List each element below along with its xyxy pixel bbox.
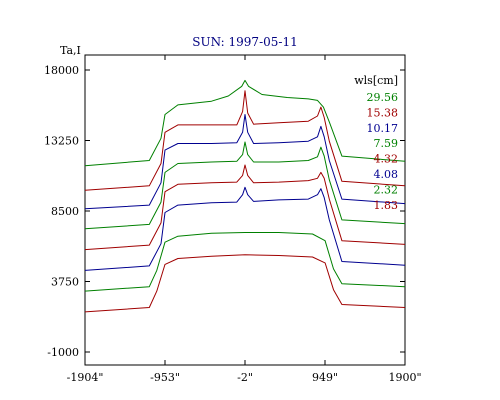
series-line-29-56 <box>84 79 406 167</box>
x-tick-label: 949" <box>312 371 338 384</box>
x-tick-label: -2" <box>237 371 253 384</box>
legend-entry: 10.17 <box>367 122 399 135</box>
series-line-1-83 <box>84 254 406 313</box>
legend-entry: 1.83 <box>374 199 399 212</box>
x-axis-ticks: -1904" -953" -2" 949" 1900" <box>67 55 422 384</box>
series-line-4-08 <box>84 186 406 271</box>
y-tick-label: 3750 <box>51 276 79 289</box>
legend-entry: 29.56 <box>367 91 399 104</box>
y-axis-ticks: 18000 13250 8500 3750 -1000 <box>44 64 405 359</box>
series-line-4-32 <box>84 164 406 251</box>
series-lines <box>84 79 406 313</box>
legend-entry: 4.32 <box>374 153 399 166</box>
x-tick-label: 1900" <box>388 371 421 384</box>
x-tick-label: -953" <box>150 371 180 384</box>
legend: 29.56 15.38 10.17 7.59 4.32 4.08 2.32 1.83 <box>367 91 399 212</box>
legend-entry: 4.08 <box>374 168 399 181</box>
series-line-2-32 <box>84 232 406 292</box>
series-line-15-38 <box>84 90 406 191</box>
plot-frame <box>84 54 406 366</box>
legend-title: wls[cm] <box>354 74 398 87</box>
series-line-7-59 <box>84 141 406 230</box>
legend-entry: 15.38 <box>367 106 399 119</box>
y-tick-label: -1000 <box>47 346 79 359</box>
chart-title: SUN: 1997-05-11 <box>192 35 297 49</box>
y-tick-label: 18000 <box>44 64 79 77</box>
legend-entry: 2.32 <box>374 183 399 196</box>
x-tick-label: -1904" <box>67 371 104 384</box>
y-tick-label: 13250 <box>44 135 79 148</box>
legend-entry: 7.59 <box>374 137 399 150</box>
y-axis-label: Ta,I <box>60 44 81 57</box>
y-tick-label: 8500 <box>51 205 79 218</box>
series-line-10-17 <box>84 114 406 210</box>
